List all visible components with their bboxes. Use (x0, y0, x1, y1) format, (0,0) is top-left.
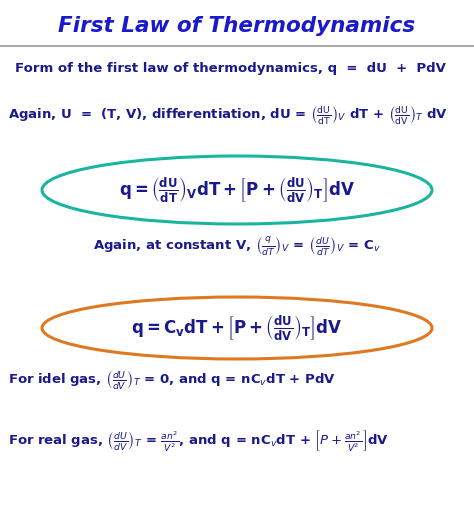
Text: $\mathbf{q = \left(\frac{dU}{dT}\right)_V dT + \left[P + \left(\frac{dU}{dV}\rig: $\mathbf{q = \left(\frac{dU}{dT}\right)_… (119, 175, 355, 204)
Text: Again, U  =  (T, V), differentiation, dU = $\left(\frac{\mathrm{dU}}{\mathrm{dT}: Again, U = (T, V), differentiation, dU =… (8, 105, 448, 127)
Text: For idel gas, $\left(\frac{dU}{dV}\right)_T$ = 0, and q = nC$_v$dT + PdV: For idel gas, $\left(\frac{dU}{dV}\right… (8, 370, 336, 392)
Text: For real gas, $\left(\frac{dU}{dV}\right)_T$ = $\frac{an^2}{V^2}$, and q = nC$_v: For real gas, $\left(\frac{dU}{dV}\right… (8, 428, 389, 453)
Text: First Law of Thermodynamics: First Law of Thermodynamics (58, 16, 416, 36)
Text: Form of the first law of thermodynamics, q  =  dU  +  PdV: Form of the first law of thermodynamics,… (15, 62, 446, 75)
Text: Again, at constant V, $\left(\frac{q}{dT}\right)_V$ = $\left(\frac{dU}{dT}\right: Again, at constant V, $\left(\frac{q}{dT… (93, 236, 381, 259)
Text: $\mathbf{q = C_v dT + \left[P + \left(\frac{dU}{dV}\right)_T\right]dV}$: $\mathbf{q = C_v dT + \left[P + \left(\f… (131, 313, 343, 343)
